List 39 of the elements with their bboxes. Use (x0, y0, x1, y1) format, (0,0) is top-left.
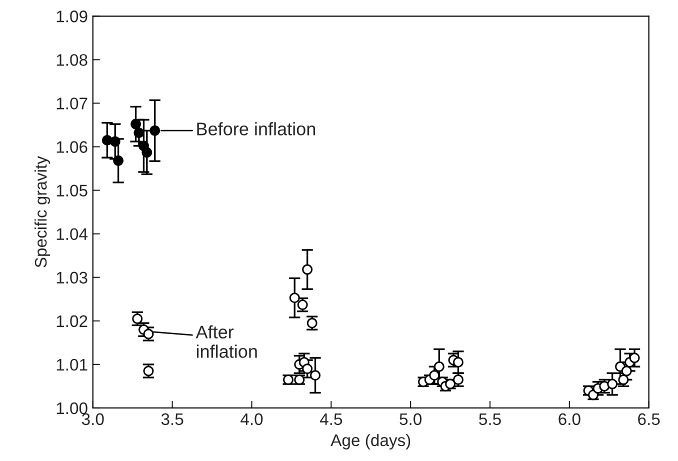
point (621, 366, 632, 376)
point (302, 364, 313, 374)
y-axis-title: Specific gravity (34, 156, 50, 268)
point (452, 357, 464, 368)
x-tick-label: 6.5 (638, 413, 660, 426)
y-tick-label: 1.00 (56, 402, 88, 414)
point (629, 352, 640, 364)
x-tick-label: 4.5 (320, 413, 342, 426)
point (142, 147, 152, 158)
annotation: Before inflation (197, 122, 316, 136)
x-tick-label: 5.0 (400, 413, 422, 426)
y-tick-label: 1.06 (56, 141, 88, 153)
point (150, 125, 160, 136)
point (134, 128, 144, 138)
point (297, 300, 308, 310)
y-tick-label: 1.07 (56, 98, 88, 110)
annotation: After inflation (196, 325, 257, 358)
y-tick-label: 1.05 (56, 184, 88, 196)
y-tick-label: 1.04 (56, 228, 88, 240)
x-tick-label: 3.5 (161, 413, 184, 426)
point (429, 370, 440, 381)
point (434, 361, 444, 372)
x-tick-label: 6.0 (558, 413, 580, 426)
point (113, 155, 124, 166)
point (110, 136, 120, 147)
y-tick-label: 1.03 (56, 272, 88, 284)
point (130, 118, 142, 130)
y-tick-label: 1.02 (56, 315, 88, 328)
x-tick-label: 3.0 (82, 413, 104, 426)
y-tick-label: 1.08 (56, 54, 88, 66)
x-axis-title: Age (days) (330, 434, 410, 450)
y-tick-label: 1.09 (56, 10, 88, 22)
x-tick-label: 5.5 (479, 413, 501, 426)
point (607, 378, 618, 390)
point (289, 292, 300, 304)
x-tick-label: 4.0 (240, 413, 263, 426)
point (302, 264, 313, 275)
y-tick-label: 1.01 (56, 358, 88, 371)
point (310, 370, 321, 381)
